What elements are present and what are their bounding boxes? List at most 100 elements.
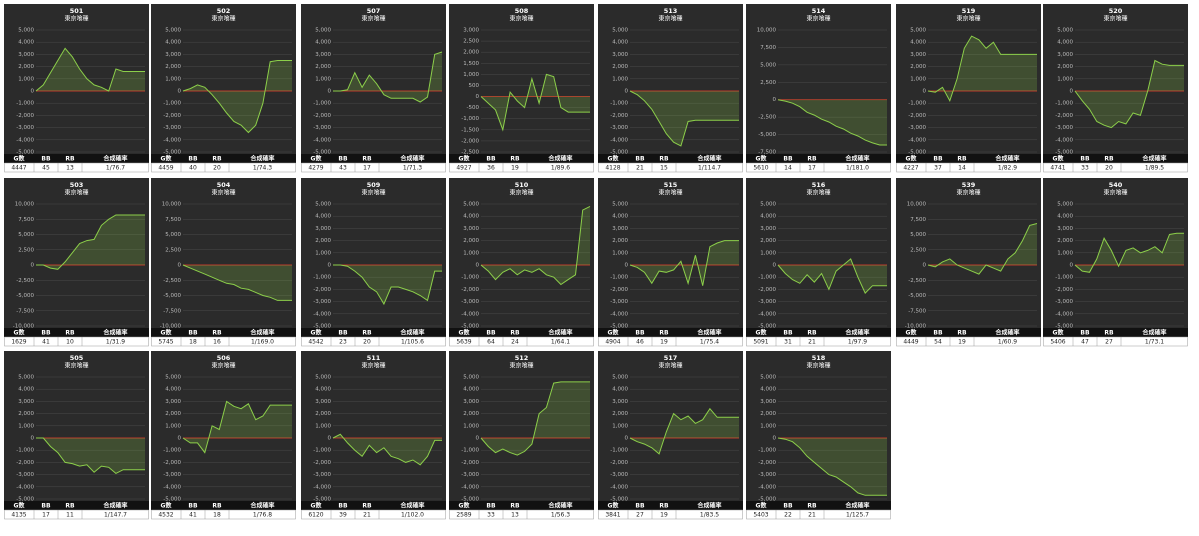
table-cell: 19 (511, 164, 519, 171)
line (35, 47, 145, 92)
line (777, 437, 887, 496)
y-tick-label: -1,000 (461, 275, 479, 281)
table-header-cell: BB (635, 502, 645, 509)
table-header-cell: G数 (161, 154, 173, 162)
table-cell: 3841 (605, 511, 620, 518)
y-tick-label: -4,000 (16, 137, 34, 143)
y-tick-label: -4,000 (908, 137, 926, 143)
y-tick-label: -5,000 (610, 324, 628, 330)
y-tick-label: -1,000 (313, 448, 331, 454)
table-header-cell: RB (65, 155, 75, 162)
y-tick-label: 3,000 (1057, 226, 1073, 232)
table-header-cell: 合成確率 (845, 328, 869, 336)
table-cell: 5403 (753, 511, 768, 518)
chart-subtitle: 東京喰種 (806, 362, 830, 370)
table-cell: 1/73.1 (1145, 338, 1164, 345)
table-header-cell: BB (933, 155, 943, 162)
y-tick-label: -500 (467, 105, 480, 111)
table-cell: 17 (808, 164, 816, 171)
table-header-cell: G数 (311, 328, 323, 336)
line (36, 437, 145, 474)
table-header-cell: 合成確率 (697, 328, 721, 336)
table-cell: 39 (339, 511, 347, 518)
table-header (151, 154, 296, 163)
chart-subtitle: 東京喰種 (806, 189, 830, 197)
table-row (301, 509, 446, 520)
y-tick-label: -2,000 (461, 460, 479, 466)
line (927, 223, 1038, 275)
y-tick-label: -1,000 (163, 448, 181, 454)
chart-subtitle: 東京喰種 (658, 362, 682, 370)
y-tick-label: -5,000 (163, 497, 181, 503)
y-tick-label: 0 (773, 97, 777, 103)
y-tick-label: 7,500 (910, 217, 926, 223)
y-tick-label: 3,000 (612, 399, 628, 405)
y-tick-label: 5,000 (1057, 202, 1073, 208)
chart-subtitle: 東京喰種 (1103, 189, 1127, 197)
chart-title: 504 (217, 181, 231, 189)
y-tick-label: 7,500 (760, 45, 776, 51)
y-tick-label: -10,000 (160, 324, 182, 330)
table-row (746, 336, 891, 347)
table-header-cell: RB (659, 155, 669, 162)
table-cell: 4927 (456, 164, 471, 171)
table-cell: 36 (487, 164, 495, 171)
y-tick-label: 5,000 (760, 62, 776, 68)
y-tick-label: 0 (923, 263, 927, 269)
y-tick-label: -5,000 (610, 497, 628, 503)
y-tick-label: -5,000 (758, 132, 776, 138)
table-header-cell: G数 (608, 328, 620, 336)
line (182, 60, 292, 134)
y-tick-label: -4,000 (313, 484, 331, 490)
y-tick-label: -1,000 (758, 275, 776, 281)
y-tick-label: 1,000 (612, 76, 628, 82)
table-cell: 1/125.7 (846, 511, 869, 518)
y-tick-label: -3,000 (610, 299, 628, 305)
table-row (449, 509, 594, 520)
table-header-cell: G数 (756, 154, 768, 162)
y-tick-label: -7,500 (758, 150, 776, 156)
line (777, 258, 887, 294)
table-header-cell: RB (362, 502, 372, 509)
y-tick-label: -2,000 (313, 287, 331, 293)
chart-subtitle: 東京喰種 (64, 15, 88, 23)
y-tick-label: 0 (476, 263, 480, 269)
y-tick-label: 0 (31, 436, 35, 442)
y-tick-label: 0 (923, 89, 927, 95)
table-row (598, 509, 743, 520)
chart-title: 518 (812, 354, 826, 362)
y-tick-label: 5,000 (910, 232, 926, 238)
table-row (449, 336, 594, 347)
chart-title: 513 (664, 7, 678, 15)
y-tick-label: 5,000 (1057, 28, 1073, 34)
y-tick-label: 1,000 (760, 423, 776, 429)
table-cell: 10 (66, 338, 74, 345)
table-header-cell: 合成確率 (250, 154, 274, 162)
table-cell: 4227 (903, 164, 918, 171)
table-header (746, 501, 891, 510)
table-cell: 64 (487, 338, 495, 345)
chart-title: 511 (367, 354, 381, 362)
table-header-cell: 合成確率 (400, 328, 424, 336)
area (778, 438, 887, 496)
y-tick-label: 4,000 (1057, 40, 1073, 46)
y-tick-label: -7,500 (163, 308, 181, 314)
y-tick-label: 4,000 (760, 214, 776, 220)
table-header (151, 328, 296, 337)
y-tick-label: 2,000 (1057, 238, 1073, 244)
line (332, 433, 442, 466)
table-header-cell: G数 (608, 501, 620, 509)
table-header-cell: G数 (1053, 154, 1065, 162)
y-tick-label: 0 (1070, 89, 1074, 95)
table-header-cell: RB (957, 155, 967, 162)
y-tick-label: -1,500 (461, 127, 479, 133)
table-cell: 13 (511, 511, 519, 518)
y-tick-label: -4,000 (610, 311, 628, 317)
table-header-cell: RB (212, 155, 222, 162)
table-cell: 4741 (1050, 164, 1065, 171)
y-tick-label: 4,000 (463, 214, 479, 220)
y-tick-label: 2,000 (165, 64, 181, 70)
y-tick-label: 2,000 (1057, 64, 1073, 70)
table-header-cell: G数 (1053, 328, 1065, 336)
y-tick-label: -2,000 (610, 113, 628, 119)
